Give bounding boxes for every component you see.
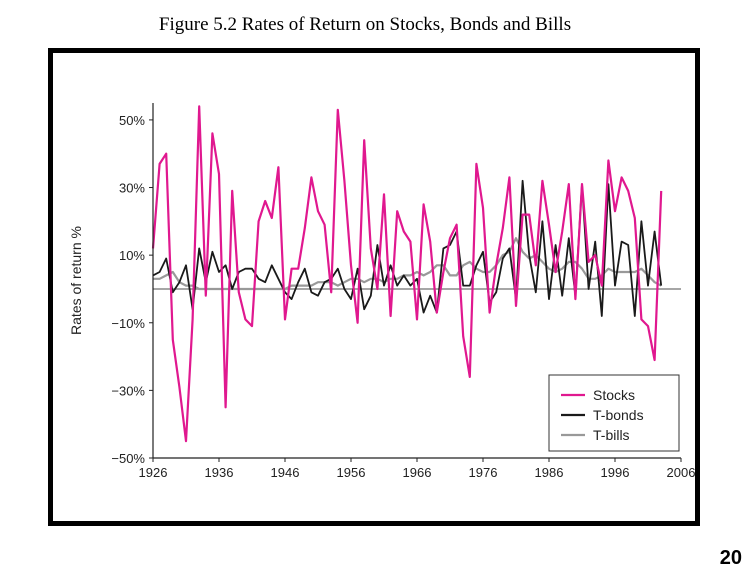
legend-box — [548, 374, 680, 452]
x-tick-label: 1926 — [139, 465, 168, 480]
x-tick-label: 1936 — [205, 465, 234, 480]
y-tick-label: −10% — [111, 316, 145, 331]
y-tick-label: −50% — [111, 451, 145, 466]
x-tick-label: 1956 — [337, 465, 366, 480]
legend-label: Stocks — [593, 387, 635, 403]
x-tick-label: 1946 — [271, 465, 300, 480]
x-tick-label: 1976 — [469, 465, 498, 480]
legend-label: T-bonds — [593, 407, 644, 423]
returns-line-chart: 50% 30% 10% −10% −30% −50%1926 1936 1946 1956 196… — [68, 103, 695, 480]
y-tick-label: −30% — [111, 383, 145, 398]
x-tick-label: 1966 — [403, 465, 432, 480]
y-axis-label: Rates of return % — [68, 226, 84, 335]
x-tick-label: 1996 — [601, 465, 630, 480]
legend-label: T-bills — [593, 427, 630, 443]
y-tick-label: 10% — [119, 248, 145, 263]
page-number: 20 — [719, 547, 742, 569]
x-tick-label: 1986 — [535, 465, 564, 480]
series-line-stocks — [151, 105, 663, 443]
x-tick-label: 2006 — [667, 465, 695, 480]
slide-title: Figure 5.2 Rates of Return on Stocks, Bo… — [158, 14, 572, 35]
y-tick-label: 30% — [119, 181, 145, 196]
y-tick-label: 50% — [119, 113, 145, 128]
chart-frame: 50% 30% 10% −10% −30% −50% 1926 1936 1946 1956 196… — [48, 48, 700, 526]
